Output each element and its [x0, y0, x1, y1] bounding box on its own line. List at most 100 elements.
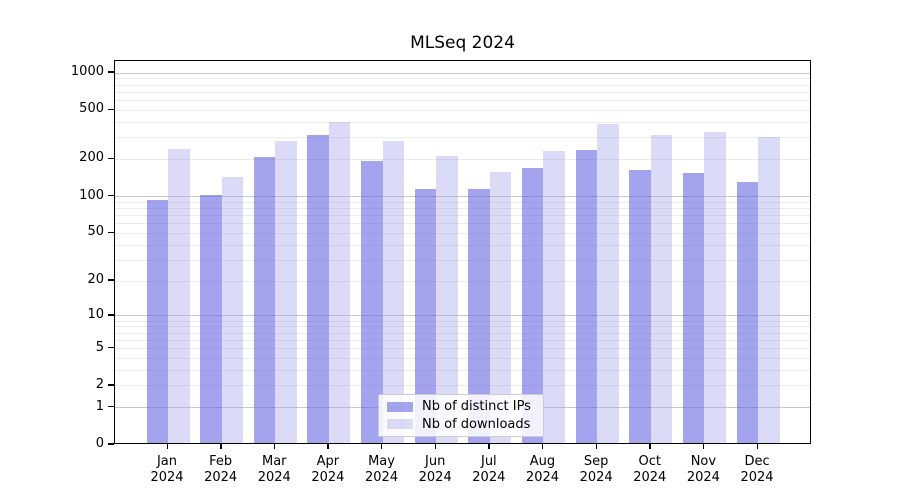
bar-distinct-ips-jul — [468, 189, 490, 443]
xtick-mark-feb — [220, 444, 222, 449]
ytick-label-5: 5 — [95, 339, 104, 355]
bar-downloads-feb — [221, 176, 244, 443]
ytick-mark-50 — [108, 231, 114, 233]
legend-swatch-downloads-icon — [387, 419, 413, 430]
gridline-minor — [115, 99, 810, 101]
xtick-year: 2024 — [740, 470, 774, 485]
gridline-minor — [115, 214, 810, 216]
gridline-minor — [115, 137, 810, 139]
xtick-year: 2024 — [311, 470, 345, 485]
gridline-minor — [115, 259, 810, 261]
gridline-minor — [115, 109, 810, 111]
xtick-label-jan: Jan 2024 — [135, 454, 199, 486]
bar-distinct-ips-nov — [682, 172, 705, 443]
legend-label-distinct-ips: Nb of distinct IPs — [422, 399, 531, 415]
bar-downloads-jan — [168, 149, 190, 443]
xtick-year: 2024 — [257, 470, 291, 485]
bar-distinct-ips-mar — [253, 156, 276, 443]
gridline-minor — [115, 78, 810, 80]
ytick-mark-2 — [108, 384, 114, 386]
xtick-mark-jan — [166, 444, 168, 449]
gridline-minor — [115, 121, 810, 123]
xtick-year: 2024 — [204, 470, 238, 485]
bar-downloads-jun — [436, 156, 458, 443]
gridline-major — [115, 196, 810, 197]
xtick-label-sep: Sep 2024 — [564, 454, 628, 486]
xtick-mark-may — [381, 444, 383, 449]
ytick-mark-1000 — [108, 71, 114, 73]
ytick-label-0: 0 — [95, 436, 104, 451]
bar-downloads-sep — [597, 123, 619, 443]
xtick-mark-mar — [273, 444, 276, 449]
xtick-month: Jul — [480, 454, 497, 469]
gridline-minor — [115, 348, 810, 350]
ytick-label-2: 2 — [95, 376, 104, 392]
bar-downloads-may — [382, 141, 405, 443]
gridline-minor — [115, 91, 810, 93]
bar-distinct-ips-apr — [307, 134, 329, 443]
xtick-month: Dec — [744, 454, 770, 469]
gridline-minor — [115, 244, 810, 246]
xtick-month: Nov — [690, 454, 717, 469]
gridline-major — [115, 72, 810, 74]
gridline-minor — [115, 158, 810, 160]
gridline-minor — [115, 369, 810, 371]
xtick-mark-jul — [488, 444, 490, 449]
xtick-mark-oct — [649, 444, 651, 449]
ytick-label-50: 50 — [87, 224, 104, 240]
xtick-mark-aug — [541, 444, 544, 449]
bar-distinct-ips-may — [361, 160, 383, 443]
xtick-label-oct: Oct 2024 — [618, 454, 682, 486]
bar-downloads-nov — [704, 132, 726, 443]
legend-swatch-distinct-ips-icon — [387, 401, 413, 412]
xtick-month: May — [368, 454, 395, 469]
xtick-label-apr: Apr 2024 — [296, 454, 360, 486]
ytick-label-200: 200 — [79, 150, 104, 166]
xtick-month: Oct — [638, 454, 661, 469]
xtick-month: Aug — [529, 454, 556, 469]
bar-distinct-ips-sep — [575, 149, 598, 443]
bar-distinct-ips-aug — [521, 167, 544, 443]
xtick-month: Mar — [262, 454, 287, 469]
xtick-year: 2024 — [418, 470, 452, 485]
gridline-minor — [115, 320, 810, 322]
ytick-label-20: 20 — [87, 272, 104, 288]
xtick-label-may: May 2024 — [350, 454, 414, 486]
bar-downloads-oct — [650, 135, 673, 443]
xtick-year: 2024 — [150, 470, 184, 485]
ytick-label-500: 500 — [79, 101, 104, 117]
bar-distinct-ips-jun — [414, 189, 437, 443]
legend-label-downloads: Nb of downloads — [422, 416, 531, 432]
ytick-mark-0 — [108, 443, 114, 445]
xtick-month: Sep — [583, 454, 609, 469]
ytick-mark-20 — [108, 279, 114, 281]
ytick-mark-1 — [108, 405, 114, 408]
gridline-minor — [115, 84, 810, 86]
gridline-minor — [115, 232, 810, 234]
plot-area: Nb of distinct IPs Nb of downloads — [114, 60, 811, 444]
ytick-label-1000: 1000 — [70, 64, 104, 79]
bar-distinct-ips-feb — [200, 194, 222, 443]
gridline-minor — [115, 332, 810, 334]
bar-downloads-aug — [543, 150, 565, 443]
ytick-mark-200 — [108, 157, 114, 160]
ytick-mark-100 — [108, 194, 114, 197]
bar-distinct-ips-jan — [146, 200, 168, 443]
gridline-minor — [115, 357, 810, 359]
gridline-minor — [115, 201, 810, 203]
chart-title: MLSeq 2024 — [410, 33, 515, 53]
xtick-mark-nov — [702, 444, 705, 449]
xtick-month: Jan — [156, 454, 178, 469]
legend: Nb of distinct IPs Nb of downloads — [378, 394, 544, 437]
xtick-label-jul: Jul 2024 — [457, 454, 521, 486]
gridline-minor — [115, 207, 810, 209]
gridline-minor — [115, 326, 810, 328]
xtick-label-dec: Dec 2024 — [725, 454, 789, 486]
legend-row-downloads: Nb of downloads — [387, 417, 535, 432]
xtick-mark-dec — [756, 444, 758, 449]
xtick-label-jun: Jun 2024 — [403, 454, 467, 486]
xtick-year: 2024 — [472, 470, 506, 485]
xtick-month: Jun — [425, 454, 446, 469]
gridline-minor — [115, 339, 810, 341]
gridline-minor — [115, 280, 810, 282]
